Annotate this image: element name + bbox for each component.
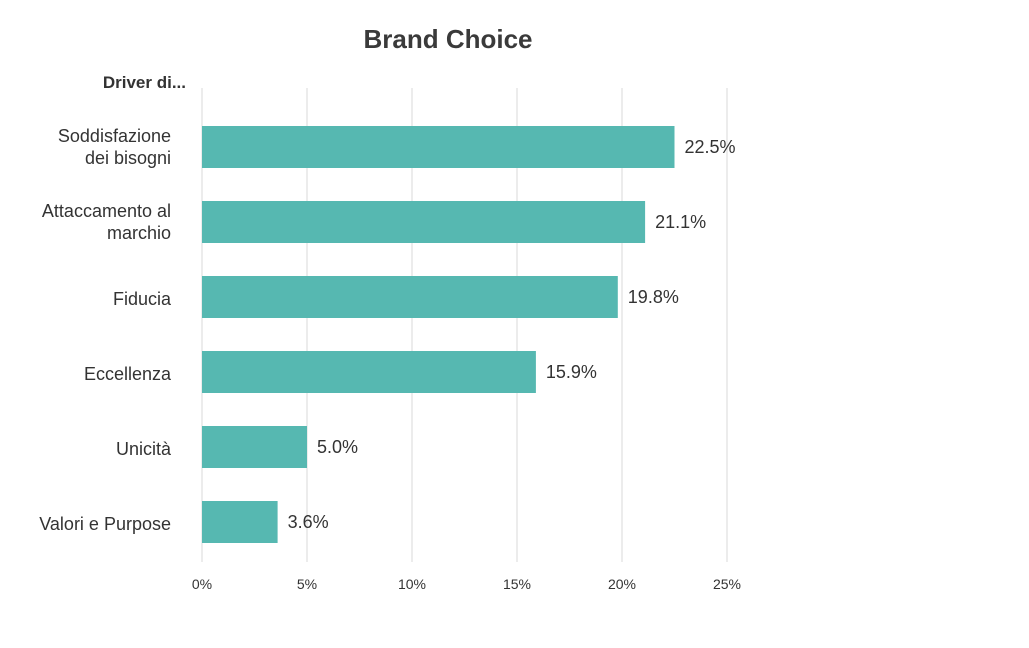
x-tick-label: 5% xyxy=(297,576,317,592)
x-tick-label: 10% xyxy=(398,576,426,592)
category-label: Eccellenza xyxy=(84,364,172,384)
y-axis-title: Driver di... xyxy=(103,73,186,92)
x-tick-label: 20% xyxy=(608,576,636,592)
bars xyxy=(202,126,675,543)
category-label: Soddisfazione xyxy=(58,126,171,146)
bar xyxy=(202,426,307,468)
category-label: Fiducia xyxy=(113,289,172,309)
category-label: Valori e Purpose xyxy=(39,514,171,534)
x-tick-label: 15% xyxy=(503,576,531,592)
category-label: Unicità xyxy=(116,439,172,459)
chart-title: Brand Choice xyxy=(363,24,532,54)
category-label: dei bisogni xyxy=(85,148,171,168)
value-labels: 22.5% 21.1% 19.8% 15.9% 5.0% 3.6% xyxy=(288,137,736,532)
bar xyxy=(202,201,646,243)
bar xyxy=(202,276,618,318)
value-label: 3.6% xyxy=(288,512,329,532)
bar xyxy=(202,351,536,393)
value-label: 19.8% xyxy=(628,287,679,307)
category-label: marchio xyxy=(107,223,171,243)
x-tick-label: 0% xyxy=(192,576,212,592)
value-label: 5.0% xyxy=(317,437,358,457)
bar xyxy=(202,501,278,543)
x-tick-labels: 0% 5% 10% 15% 20% 25% xyxy=(192,576,741,592)
x-tick-label: 25% xyxy=(713,576,741,592)
category-label: Attaccamento al xyxy=(42,201,171,221)
bar xyxy=(202,126,675,168)
value-label: 15.9% xyxy=(546,362,597,382)
value-label: 21.1% xyxy=(655,212,706,232)
value-label: 22.5% xyxy=(685,137,736,157)
